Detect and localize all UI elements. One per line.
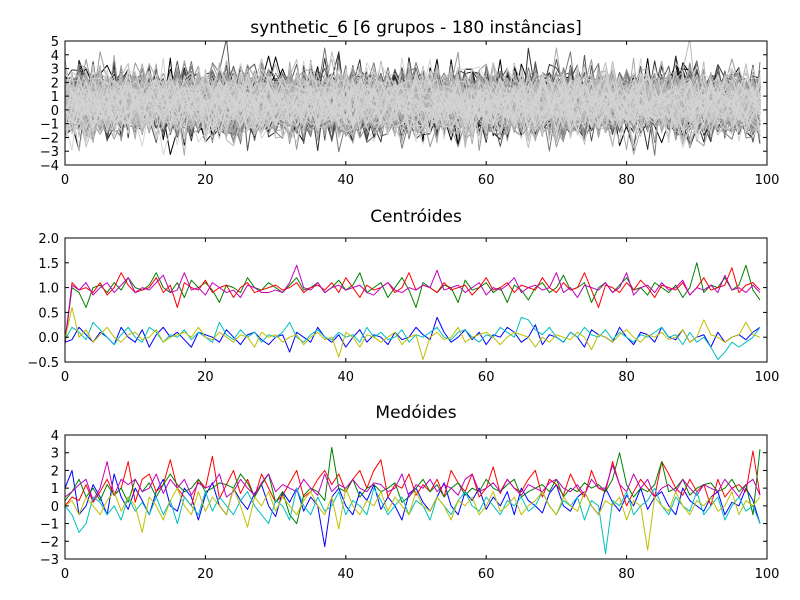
- x-tick-label: 100: [755, 567, 780, 582]
- instance-series-line: [65, 58, 761, 126]
- x-tick-label: 60: [478, 567, 495, 582]
- y-tick-label: 2: [51, 464, 59, 479]
- chart-panel-3: 0 20 40 60 80 100 −3 −2 −1 0 1 2 3 4 Medóides: [40, 403, 780, 582]
- y-tick-label: −3: [40, 145, 59, 160]
- y-tick-label: −4: [40, 159, 59, 174]
- y-tick-label: −1: [40, 118, 59, 133]
- x-tick-label: 0: [61, 370, 69, 385]
- chart-title: Medóides: [375, 403, 456, 423]
- y-tick-label: −3: [40, 553, 59, 568]
- y-tick-label: 3: [51, 63, 59, 78]
- x-tick-label: 80: [618, 370, 635, 385]
- y-tick-label: −0.5: [27, 356, 59, 371]
- y-tick-label: 5: [51, 35, 59, 50]
- series-group: [65, 446, 761, 555]
- y-tick-label: 4: [51, 49, 59, 64]
- series-line-3: [65, 446, 761, 525]
- x-tick-label: 80: [618, 173, 635, 188]
- y-tick-label: 0: [51, 104, 59, 119]
- x-tick-label: 60: [478, 173, 495, 188]
- x-tick-label: 20: [197, 567, 214, 582]
- x-tick-label: 40: [338, 567, 355, 582]
- plot-frame: [64, 40, 768, 166]
- y-tick-label: 1: [51, 482, 59, 497]
- x-tick-label: 20: [197, 173, 214, 188]
- chart-title: Centróides: [370, 207, 462, 227]
- x-tick-label: 60: [478, 370, 495, 385]
- series-line-4: [65, 316, 761, 353]
- x-tick-label: 40: [338, 173, 355, 188]
- x-tick-label: 0: [61, 173, 69, 188]
- y-tick-label: −2: [40, 131, 59, 146]
- series-line-6: [65, 487, 761, 551]
- x-tick-label: 80: [618, 567, 635, 582]
- series-line-5: [65, 487, 761, 555]
- series-line-6: [65, 306, 761, 361]
- instance-series-line: [65, 66, 761, 131]
- series-group: [65, 41, 761, 156]
- x-tick-label: 40: [338, 370, 355, 385]
- y-tick-label: 0.0: [38, 331, 59, 346]
- x-tick-label: 100: [755, 370, 780, 385]
- y-tick-label: 1.0: [38, 282, 59, 297]
- chart-panel-2: 0 20 40 60 80 100 −0.5 0.0 0.5 1.0 1.5 2.0 Centróide…: [27, 207, 779, 385]
- y-tick-label: 2.0: [38, 232, 59, 247]
- y-tick-label: 4: [51, 429, 59, 444]
- x-tick-label: 20: [197, 370, 214, 385]
- x-tick-label: 100: [755, 173, 780, 188]
- y-tick-label: −2: [40, 535, 59, 550]
- series-line-4: [65, 461, 761, 502]
- y-tick-label: 3: [51, 447, 59, 462]
- x-tick-label: 0: [61, 567, 69, 582]
- series-line-3: [65, 264, 761, 340]
- chart-title: synthetic_6 [6 grupos - 180 instâncias]: [250, 18, 581, 38]
- series-group: [65, 262, 761, 361]
- y-tick-label: 2: [51, 76, 59, 91]
- series-line-2: [65, 267, 761, 345]
- instance-series-line: [65, 72, 761, 151]
- plot-frame: [64, 434, 768, 560]
- y-tick-label: 0: [51, 500, 59, 515]
- plot-frame: [64, 237, 768, 363]
- instance-series-line: [65, 74, 761, 148]
- y-tick-label: −1: [40, 518, 59, 533]
- y-tick-label: 1: [51, 90, 59, 105]
- y-tick-label: 1.5: [38, 257, 59, 272]
- y-tick-label: 0.5: [38, 306, 59, 321]
- series-line-1: [65, 262, 761, 343]
